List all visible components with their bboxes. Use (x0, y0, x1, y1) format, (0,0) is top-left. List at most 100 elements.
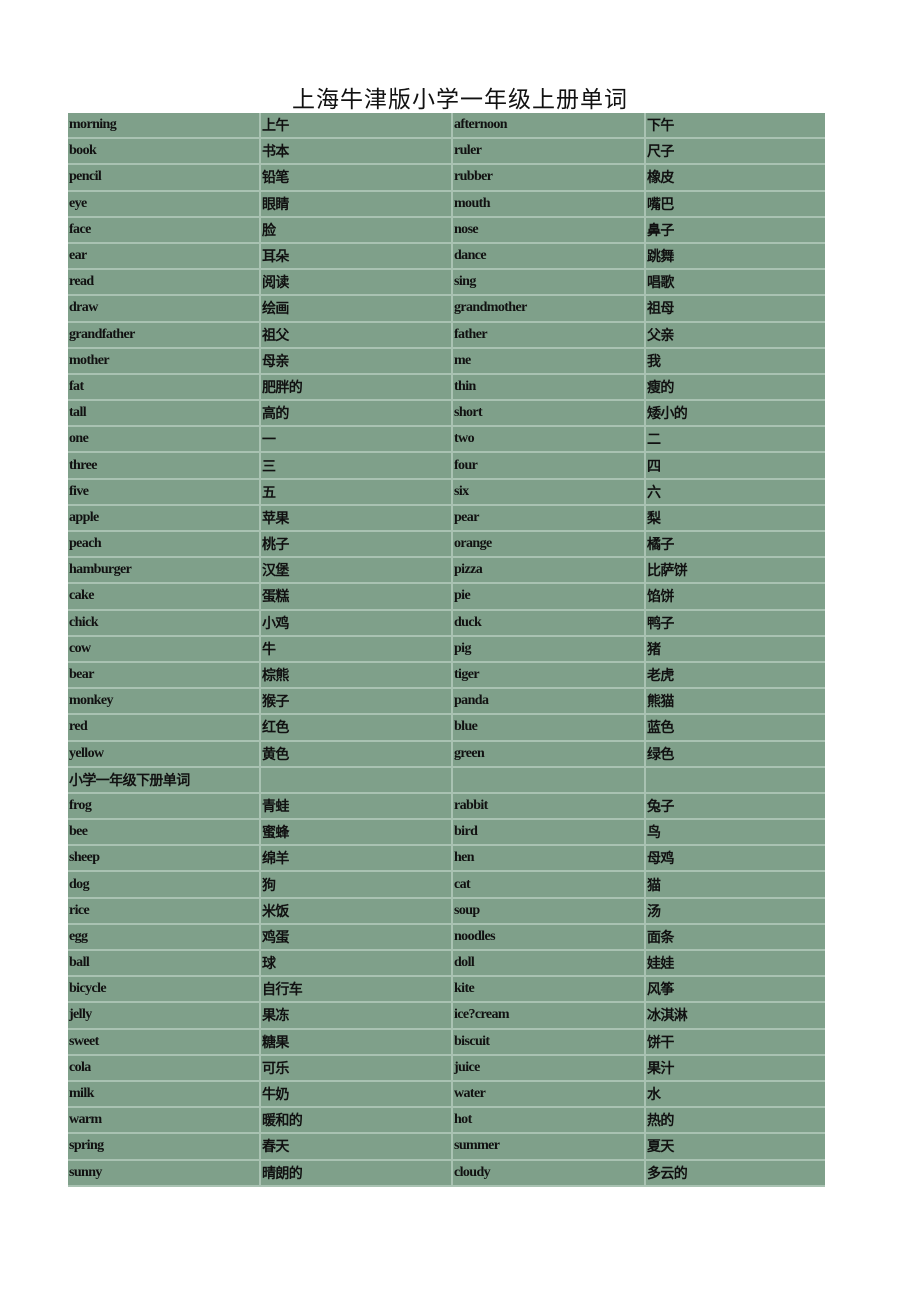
chinese-meaning: 冰淇淋 (645, 1002, 825, 1030)
english-word: cola (68, 1054, 261, 1082)
chinese-meaning: 上午 (260, 113, 453, 140)
chinese-meaning: 鼻子 (645, 216, 825, 244)
chinese-meaning: 阅读 (260, 269, 453, 297)
chinese-meaning: 娃娃 (645, 950, 825, 978)
chinese-meaning: 猴子 (260, 688, 453, 716)
english-word: juice (452, 1054, 646, 1082)
english-word: pear (452, 504, 646, 533)
english-word: duck (452, 609, 646, 637)
english-word: mouth (452, 190, 646, 218)
chinese-meaning: 水 (645, 1080, 825, 1109)
chinese-meaning: 红色 (260, 714, 453, 742)
chinese-meaning: 比萨饼 (645, 557, 825, 585)
table-row: fat 肥胖的 thin 瘦的 (68, 373, 825, 402)
chinese-meaning: 苹果 (260, 504, 453, 533)
chinese-meaning: 桃子 (260, 531, 453, 559)
table-row: bear 棕熊 tiger 老虎 (68, 661, 825, 690)
chinese-meaning: 球 (260, 950, 453, 978)
chinese-meaning: 馅饼 (645, 583, 825, 611)
english-word: rice (68, 897, 261, 925)
english-word: summer (452, 1133, 646, 1161)
chinese-meaning: 五 (260, 478, 453, 506)
chinese-meaning: 米饭 (260, 897, 453, 925)
table-row: bicycle 自行车 kite 风筝 (68, 976, 825, 1004)
english-word: frog (68, 792, 261, 821)
chinese-meaning: 蓝色 (645, 714, 825, 742)
table-row: eye 眼睛 mouth 嘴巴 (68, 190, 825, 218)
english-word: afternoon (452, 113, 646, 140)
english-word: three (68, 452, 261, 480)
chinese-meaning: 橘子 (645, 531, 825, 559)
chinese-meaning: 高的 (260, 400, 453, 428)
table-row: draw 绘画 grandmother 祖母 (68, 295, 825, 323)
table-row: dog 狗 cat 猫 (68, 871, 825, 899)
chinese-meaning: 蛋糕 (260, 583, 453, 611)
chinese-meaning: 春天 (260, 1133, 453, 1161)
english-word: tall (68, 400, 261, 428)
chinese-meaning: 面条 (645, 923, 825, 952)
english-word: read (68, 269, 261, 297)
chinese-meaning: 绿色 (645, 740, 825, 768)
table-row: peach 桃子 orange 橘子 (68, 531, 825, 559)
chinese-meaning: 绘画 (260, 295, 453, 323)
english-word: yellow (68, 740, 261, 768)
english-word: hen (452, 845, 646, 873)
chinese-meaning: 三 (260, 452, 453, 480)
english-word: kite (452, 976, 646, 1004)
chinese-meaning: 唱歌 (645, 269, 825, 297)
english-word: six (452, 478, 646, 506)
english-word: tiger (452, 661, 646, 690)
chinese-meaning: 四 (645, 452, 825, 480)
table-row: pencil 铅笔 rubber 橡皮 (68, 164, 825, 192)
english-word: hamburger (68, 557, 261, 585)
english-word: thin (452, 373, 646, 402)
table-row: one 一 two 二 (68, 426, 825, 454)
english-word: ball (68, 950, 261, 978)
english-word (452, 766, 646, 794)
english-word: 小学一年级下册单词 (68, 766, 261, 794)
english-word: hot (452, 1107, 646, 1135)
vocabulary-table: morning 上午 afternoon 下午 book 书本 ruler 尺子 pencil 铅… (68, 113, 825, 1187)
english-word: cow (68, 635, 261, 663)
section-header-row: 小学一年级下册单词 (68, 766, 825, 794)
table-row: apple 苹果 pear 梨 (68, 504, 825, 533)
chinese-meaning: 六 (645, 478, 825, 506)
chinese-meaning: 青蛙 (260, 792, 453, 821)
english-word: pig (452, 635, 646, 663)
chinese-meaning: 饼干 (645, 1028, 825, 1056)
chinese-meaning: 果汁 (645, 1054, 825, 1082)
chinese-meaning: 矮小的 (645, 400, 825, 428)
table-row: sunny 晴朗的 cloudy 多云的 (68, 1159, 825, 1187)
chinese-meaning: 一 (260, 426, 453, 454)
english-word: warm (68, 1107, 261, 1135)
english-word: nose (452, 216, 646, 244)
chinese-meaning: 铅笔 (260, 164, 453, 192)
chinese-meaning: 嘴巴 (645, 190, 825, 218)
chinese-meaning: 黄色 (260, 740, 453, 768)
english-word: rubber (452, 164, 646, 192)
english-word: fat (68, 373, 261, 402)
english-word: sheep (68, 845, 261, 873)
table-row: hamburger 汉堡 pizza 比萨饼 (68, 557, 825, 585)
english-word: pencil (68, 164, 261, 192)
chinese-meaning: 眼睛 (260, 190, 453, 218)
chinese-meaning: 绵羊 (260, 845, 453, 873)
table-row: frog 青蛙 rabbit 兔子 (68, 792, 825, 821)
english-word: ruler (452, 138, 646, 166)
chinese-meaning: 兔子 (645, 792, 825, 821)
chinese-meaning: 糖果 (260, 1028, 453, 1056)
english-word: cake (68, 583, 261, 611)
table-row: egg 鸡蛋 noodles 面条 (68, 923, 825, 952)
chinese-meaning: 热的 (645, 1107, 825, 1135)
chinese-meaning: 跳舞 (645, 242, 825, 271)
table-row: morning 上午 afternoon 下午 (68, 113, 825, 140)
english-word: water (452, 1080, 646, 1109)
english-word: monkey (68, 688, 261, 716)
english-word: red (68, 714, 261, 742)
english-word: me (452, 347, 646, 375)
chinese-meaning: 猪 (645, 635, 825, 663)
english-word: father (452, 321, 646, 349)
english-word: chick (68, 609, 261, 637)
table-row: ball 球 doll 娃娃 (68, 950, 825, 978)
